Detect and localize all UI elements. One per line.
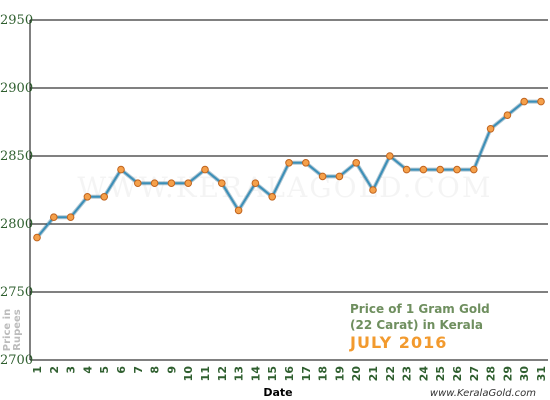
data-point — [369, 186, 377, 194]
x-tick-label: 28 — [485, 366, 498, 381]
grid-lines — [30, 19, 548, 293]
data-point — [453, 165, 461, 174]
data-point — [167, 179, 176, 187]
footer-url: www.KeralaGold.com — [430, 388, 536, 399]
annotation-line1: Price of 1 Gram Gold — [350, 302, 490, 316]
x-tick-label: 15 — [266, 366, 279, 381]
data-point — [33, 233, 41, 242]
x-tick-label: 7 — [132, 366, 145, 374]
x-tick-label: 27 — [468, 366, 481, 381]
x-tick-label: 12 — [216, 366, 229, 381]
data-point — [117, 165, 125, 174]
x-tick-labels: 1 2 3 4 5 6 7 8 9 10 11 12 13 14 15 16 17 18 19 20 21 22 23 24 2… — [31, 366, 548, 382]
y-axis-title: Price in Rupees — [2, 309, 23, 351]
x-tick-label: 13 — [233, 366, 246, 381]
data-point — [66, 213, 75, 221]
x-tick-label: 25 — [434, 366, 447, 381]
y-tick-label: 2950 — [0, 13, 33, 28]
x-tick-label: 26 — [451, 366, 464, 382]
x-tick-label: 6 — [115, 366, 128, 374]
x-tick-label: 24 — [417, 366, 430, 382]
data-markers — [33, 97, 545, 242]
x-tick-label: 11 — [199, 366, 212, 381]
y-tick-label: 2900 — [0, 81, 33, 96]
data-point — [251, 179, 260, 187]
data-point — [100, 193, 108, 201]
x-tick-label: 2 — [48, 366, 61, 374]
data-point — [201, 165, 209, 174]
y-axis-title-line2: Rupees — [12, 309, 23, 351]
watermark: WWW.KERALAGOLD.COM — [77, 171, 492, 204]
x-tick-label: 8 — [149, 366, 162, 374]
x-tick-label: 16 — [283, 366, 296, 382]
data-point — [419, 165, 428, 174]
series-line-group — [35, 99, 541, 239]
x-tick-label: 17 — [300, 366, 313, 381]
data-point — [537, 97, 545, 106]
axes — [29, 20, 548, 361]
data-point — [386, 152, 394, 160]
y-tick-labels: 2700 2750 2800 2850 2900 2950 — [0, 13, 33, 368]
data-point — [352, 159, 361, 167]
x-tick-label: 5 — [98, 366, 111, 374]
x-tick-label: 30 — [518, 366, 531, 382]
data-point — [184, 179, 192, 187]
x-tick-label: 29 — [501, 366, 514, 381]
x-tick-label: 18 — [317, 366, 330, 381]
x-tick-label: 19 — [333, 366, 346, 381]
x-tick-label: 1 — [31, 366, 44, 374]
data-point — [470, 165, 478, 174]
data-point — [234, 206, 243, 215]
data-point — [134, 179, 142, 187]
x-tick-label: 31 — [535, 366, 548, 381]
data-point — [302, 159, 310, 167]
data-point — [50, 213, 58, 221]
y-tick-label: 2850 — [0, 149, 33, 164]
data-point — [150, 179, 159, 187]
y-tick-label: 2750 — [0, 285, 33, 300]
data-point — [520, 97, 529, 106]
x-tick-label: 21 — [367, 366, 380, 381]
annotation-month: JULY 2016 — [349, 333, 447, 352]
x-tick-label: 20 — [350, 366, 363, 382]
data-point — [486, 125, 495, 133]
x-tick-label: 10 — [182, 366, 195, 382]
y-tick-label: 2700 — [0, 353, 33, 368]
data-point — [285, 159, 293, 167]
x-axis-title: Date — [263, 386, 292, 399]
data-point — [503, 111, 512, 119]
data-point — [335, 172, 344, 181]
data-point — [318, 172, 327, 181]
y-axis-title-line1: Price in — [2, 309, 13, 351]
data-point — [436, 165, 445, 174]
y-tick-label: 2800 — [0, 217, 33, 232]
x-tick-label: 3 — [65, 366, 78, 374]
data-point — [268, 193, 277, 201]
data-point — [83, 193, 92, 201]
data-point — [218, 179, 226, 187]
annotation-line2: (22 Carat) in Kerala — [350, 318, 483, 332]
x-tick-label: 9 — [165, 366, 178, 374]
x-tick-label: 4 — [81, 366, 94, 374]
data-point — [402, 165, 411, 174]
x-tick-label: 14 — [249, 366, 262, 382]
x-tick-label: 23 — [401, 366, 414, 381]
series-line — [36, 100, 541, 239]
x-tick-label: 22 — [384, 366, 397, 381]
